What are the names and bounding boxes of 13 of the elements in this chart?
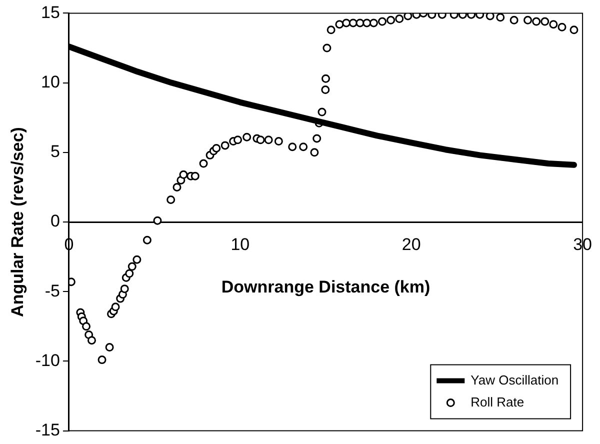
x-axis-title: Downrange Distance (km) <box>221 277 430 296</box>
legend-label: Yaw Oscillation <box>470 372 559 388</box>
y-tick-label: -10 <box>35 350 60 370</box>
x-tick-label: 20 <box>402 234 421 254</box>
x-tick-label: 10 <box>230 234 250 254</box>
y-tick-label: 0 <box>50 212 60 231</box>
y-tick-label: 5 <box>50 142 60 162</box>
y-axis-title: Angular Rate (revs/sec) <box>8 127 27 317</box>
y-tick-label: -15 <box>35 420 60 440</box>
y-tick-label: 10 <box>41 72 60 92</box>
y-tick-label: 15 <box>41 2 60 22</box>
legend-label: Roll Rate <box>470 394 524 410</box>
y-tick-label: -5 <box>44 281 60 300</box>
